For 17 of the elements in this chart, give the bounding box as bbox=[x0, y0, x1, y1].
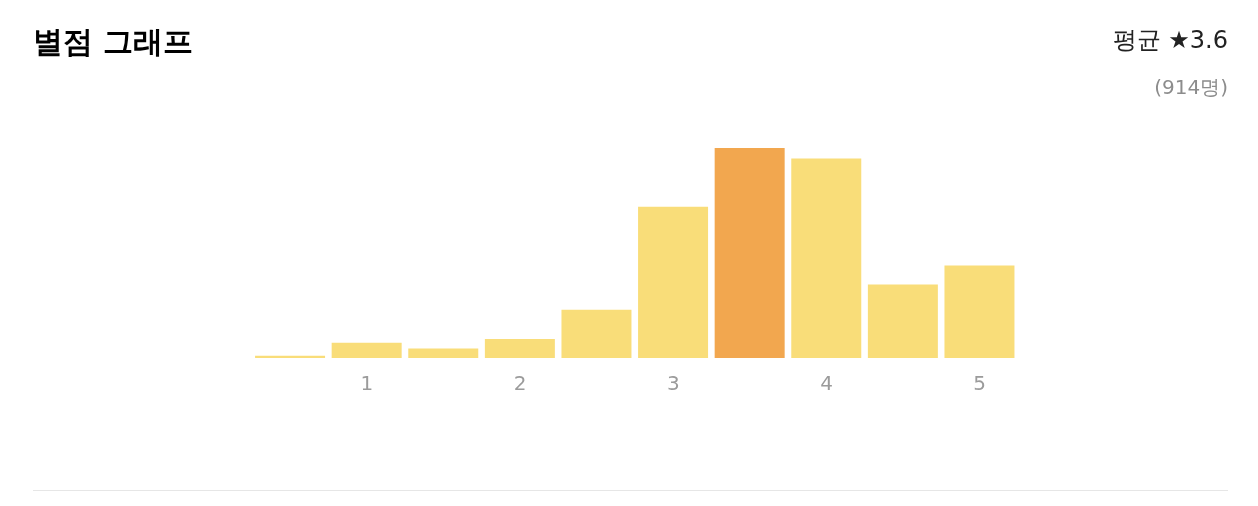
bar bbox=[561, 309, 632, 358]
x-tick-label: 4 bbox=[820, 371, 833, 396]
x-tick-label: 3 bbox=[666, 371, 680, 396]
bar bbox=[638, 206, 709, 358]
bar bbox=[408, 348, 479, 358]
bar bbox=[714, 148, 785, 358]
bar bbox=[944, 265, 1015, 358]
text: (914명) bbox=[1154, 74, 1228, 101]
bar bbox=[331, 342, 402, 358]
x-tick-label: 1 bbox=[360, 371, 374, 396]
bar bbox=[867, 284, 938, 358]
bar bbox=[484, 339, 555, 358]
bar bbox=[791, 158, 862, 358]
x-tick-label: 2 bbox=[513, 371, 527, 396]
text: 평균 ★3.6 bbox=[1112, 25, 1228, 56]
x-tick-label: 5 bbox=[973, 371, 987, 396]
chart-title: 별점 그래프 bbox=[33, 23, 194, 61]
